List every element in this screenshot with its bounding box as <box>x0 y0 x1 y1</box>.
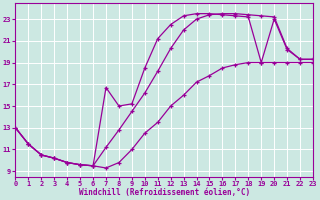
X-axis label: Windchill (Refroidissement éolien,°C): Windchill (Refroidissement éolien,°C) <box>79 188 250 197</box>
